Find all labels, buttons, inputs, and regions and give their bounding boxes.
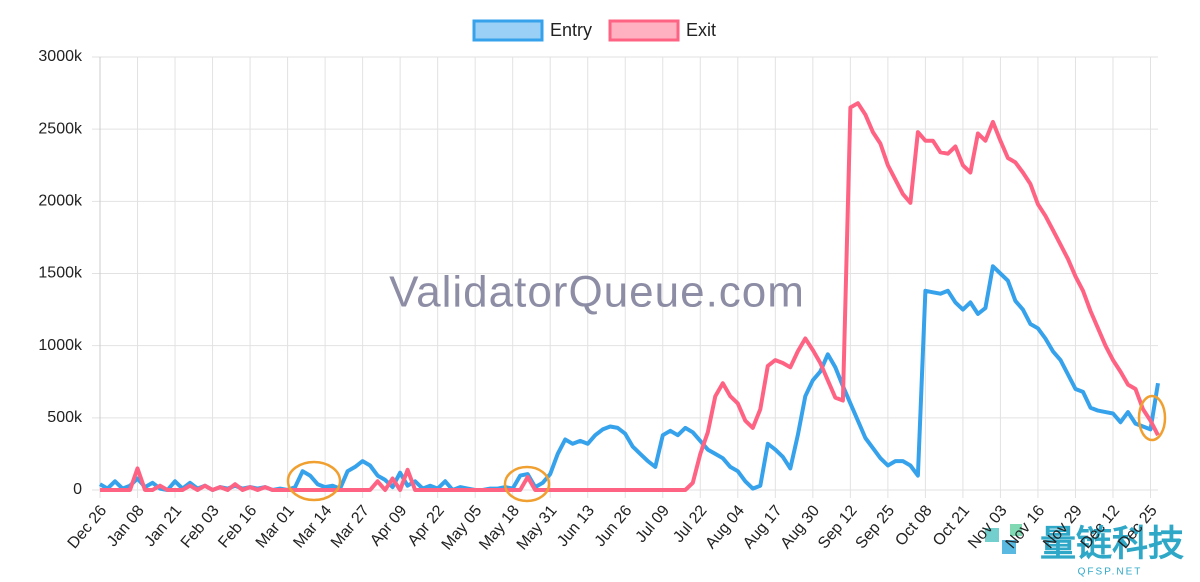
legend-swatch [472,19,544,42]
highlight-circle [1137,394,1167,442]
logo-name: 量链科技 [1040,523,1184,564]
line-series [100,101,1160,492]
legend-label: Exit [686,20,716,40]
x-tick-label: Jan 21 [141,502,185,550]
y-tick-label: 2500k [38,120,83,137]
x-tick-label: Mar 27 [328,502,373,551]
x-tick-label: May 18 [476,502,523,553]
x-tick-label: May 05 [439,502,486,553]
highlight-circle [286,460,342,502]
x-tick-label: Aug 30 [778,502,824,552]
x-tick-label: Feb 03 [178,502,223,551]
y-tick-label: 1500k [38,265,83,282]
x-tick-label: Dec 26 [65,502,111,552]
legend-swatch [608,19,680,42]
legend-label: Entry [550,20,592,40]
x-tick-label: May 31 [514,502,561,553]
x-tick-label: Jan 08 [104,502,148,550]
y-tick-label: 0 [73,481,82,498]
logo-icon [1010,524,1022,536]
x-tick-label: Jun 13 [554,502,598,550]
x-tick-label: Aug 17 [740,502,786,552]
logo-icon [1002,540,1016,554]
logo: 量链科技 QFSP.NET [985,523,1184,578]
logo-icon [985,528,999,542]
x-tick-label: Apr 09 [367,502,410,549]
logo-site: QFSP.NET [1078,567,1143,578]
watermark: ValidatorQueue.com [389,268,805,317]
grid [92,56,1158,498]
highlight-circle [503,465,551,503]
y-tick-label: 500k [47,409,83,426]
x-tick-label: Aug 04 [702,502,748,552]
y-tick-label: 2000k [38,193,83,210]
x-tick-label: Oct 08 [892,502,935,549]
x-tick-label: Mar 01 [253,502,298,551]
y-tick-label: 1000k [38,337,83,354]
x-tick-label: Feb 16 [215,502,260,551]
x-tick-label: Sep 25 [853,502,899,552]
x-tick-label: Jul 09 [633,502,674,546]
x-tick-label: Mar 14 [290,502,335,551]
x-tick-label: Sep 12 [815,502,861,552]
x-tick-label: Jun 26 [592,502,636,550]
lines [98,101,1160,492]
y-tick-label: 3000k [38,48,83,65]
